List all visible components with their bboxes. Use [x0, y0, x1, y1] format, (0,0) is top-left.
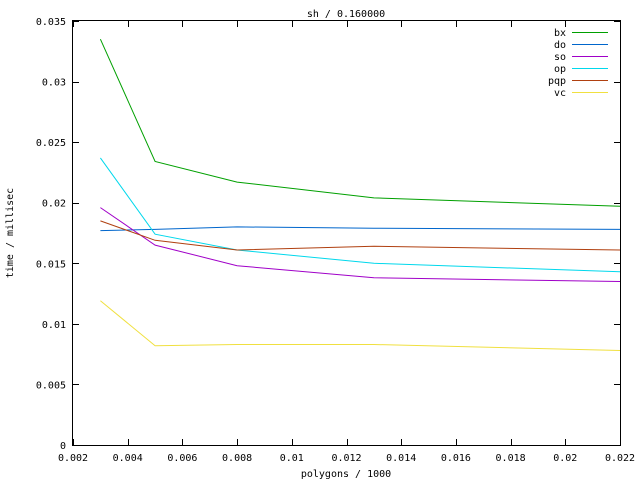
x-tick-label: 0.018: [496, 453, 526, 464]
x-tick-label: 0.012: [331, 453, 361, 464]
y-tick-label: 0.01: [42, 320, 66, 331]
y-axis-label: time / millisec: [5, 188, 16, 278]
legend-label-bx: bx: [554, 28, 566, 39]
x-tick-label: 0.022: [605, 453, 635, 464]
legend-label-op: op: [554, 64, 566, 75]
y-axis-ticks: 0 0.005 0.01 0.015 0.02 0.025 0.03 0.035: [36, 17, 620, 452]
x-tick-label: 0.004: [113, 453, 143, 464]
series-line-op: [99, 157, 621, 273]
plot-frame: [72, 20, 621, 446]
x-tick-label: 0.016: [441, 453, 471, 464]
y-tick-label: 0.03: [42, 78, 66, 89]
legend-label-vc: vc: [554, 88, 566, 99]
x-tick-label: 0.006: [167, 453, 197, 464]
chart-title: sh / 0.160000: [307, 9, 385, 20]
x-axis-ticks: 0.002 0.004 0.006 0.008 0.01 0.012 0.014 0.016 0…: [58, 21, 635, 464]
y-tick-label: 0.02: [42, 199, 66, 210]
x-tick-label: 0.01: [280, 453, 304, 464]
series-line-so: [100, 207, 621, 282]
legend-label-pqp: pqp: [548, 76, 566, 87]
y-tick-label: 0.035: [36, 17, 66, 28]
x-tick-label: 0.002: [58, 453, 88, 464]
y-tick-label: 0: [60, 441, 66, 452]
x-tick-label: 0.02: [553, 453, 577, 464]
series-line-vc: [100, 300, 621, 351]
legend-label-so: so: [554, 52, 566, 63]
x-axis-label: polygons / 1000: [301, 469, 391, 480]
y-tick-label: 0.025: [36, 138, 66, 149]
series-line-bx: [99, 38, 621, 207]
legend-label-do: do: [554, 40, 566, 51]
series-lines: [99, 38, 621, 351]
y-tick-label: 0.015: [36, 259, 66, 270]
y-tick-label: 0.005: [36, 380, 66, 391]
x-tick-label: 0.014: [386, 453, 416, 464]
series-line-do: [100, 226, 621, 232]
series-line-pqp: [100, 220, 621, 251]
x-tick-label: 0.008: [222, 453, 252, 464]
